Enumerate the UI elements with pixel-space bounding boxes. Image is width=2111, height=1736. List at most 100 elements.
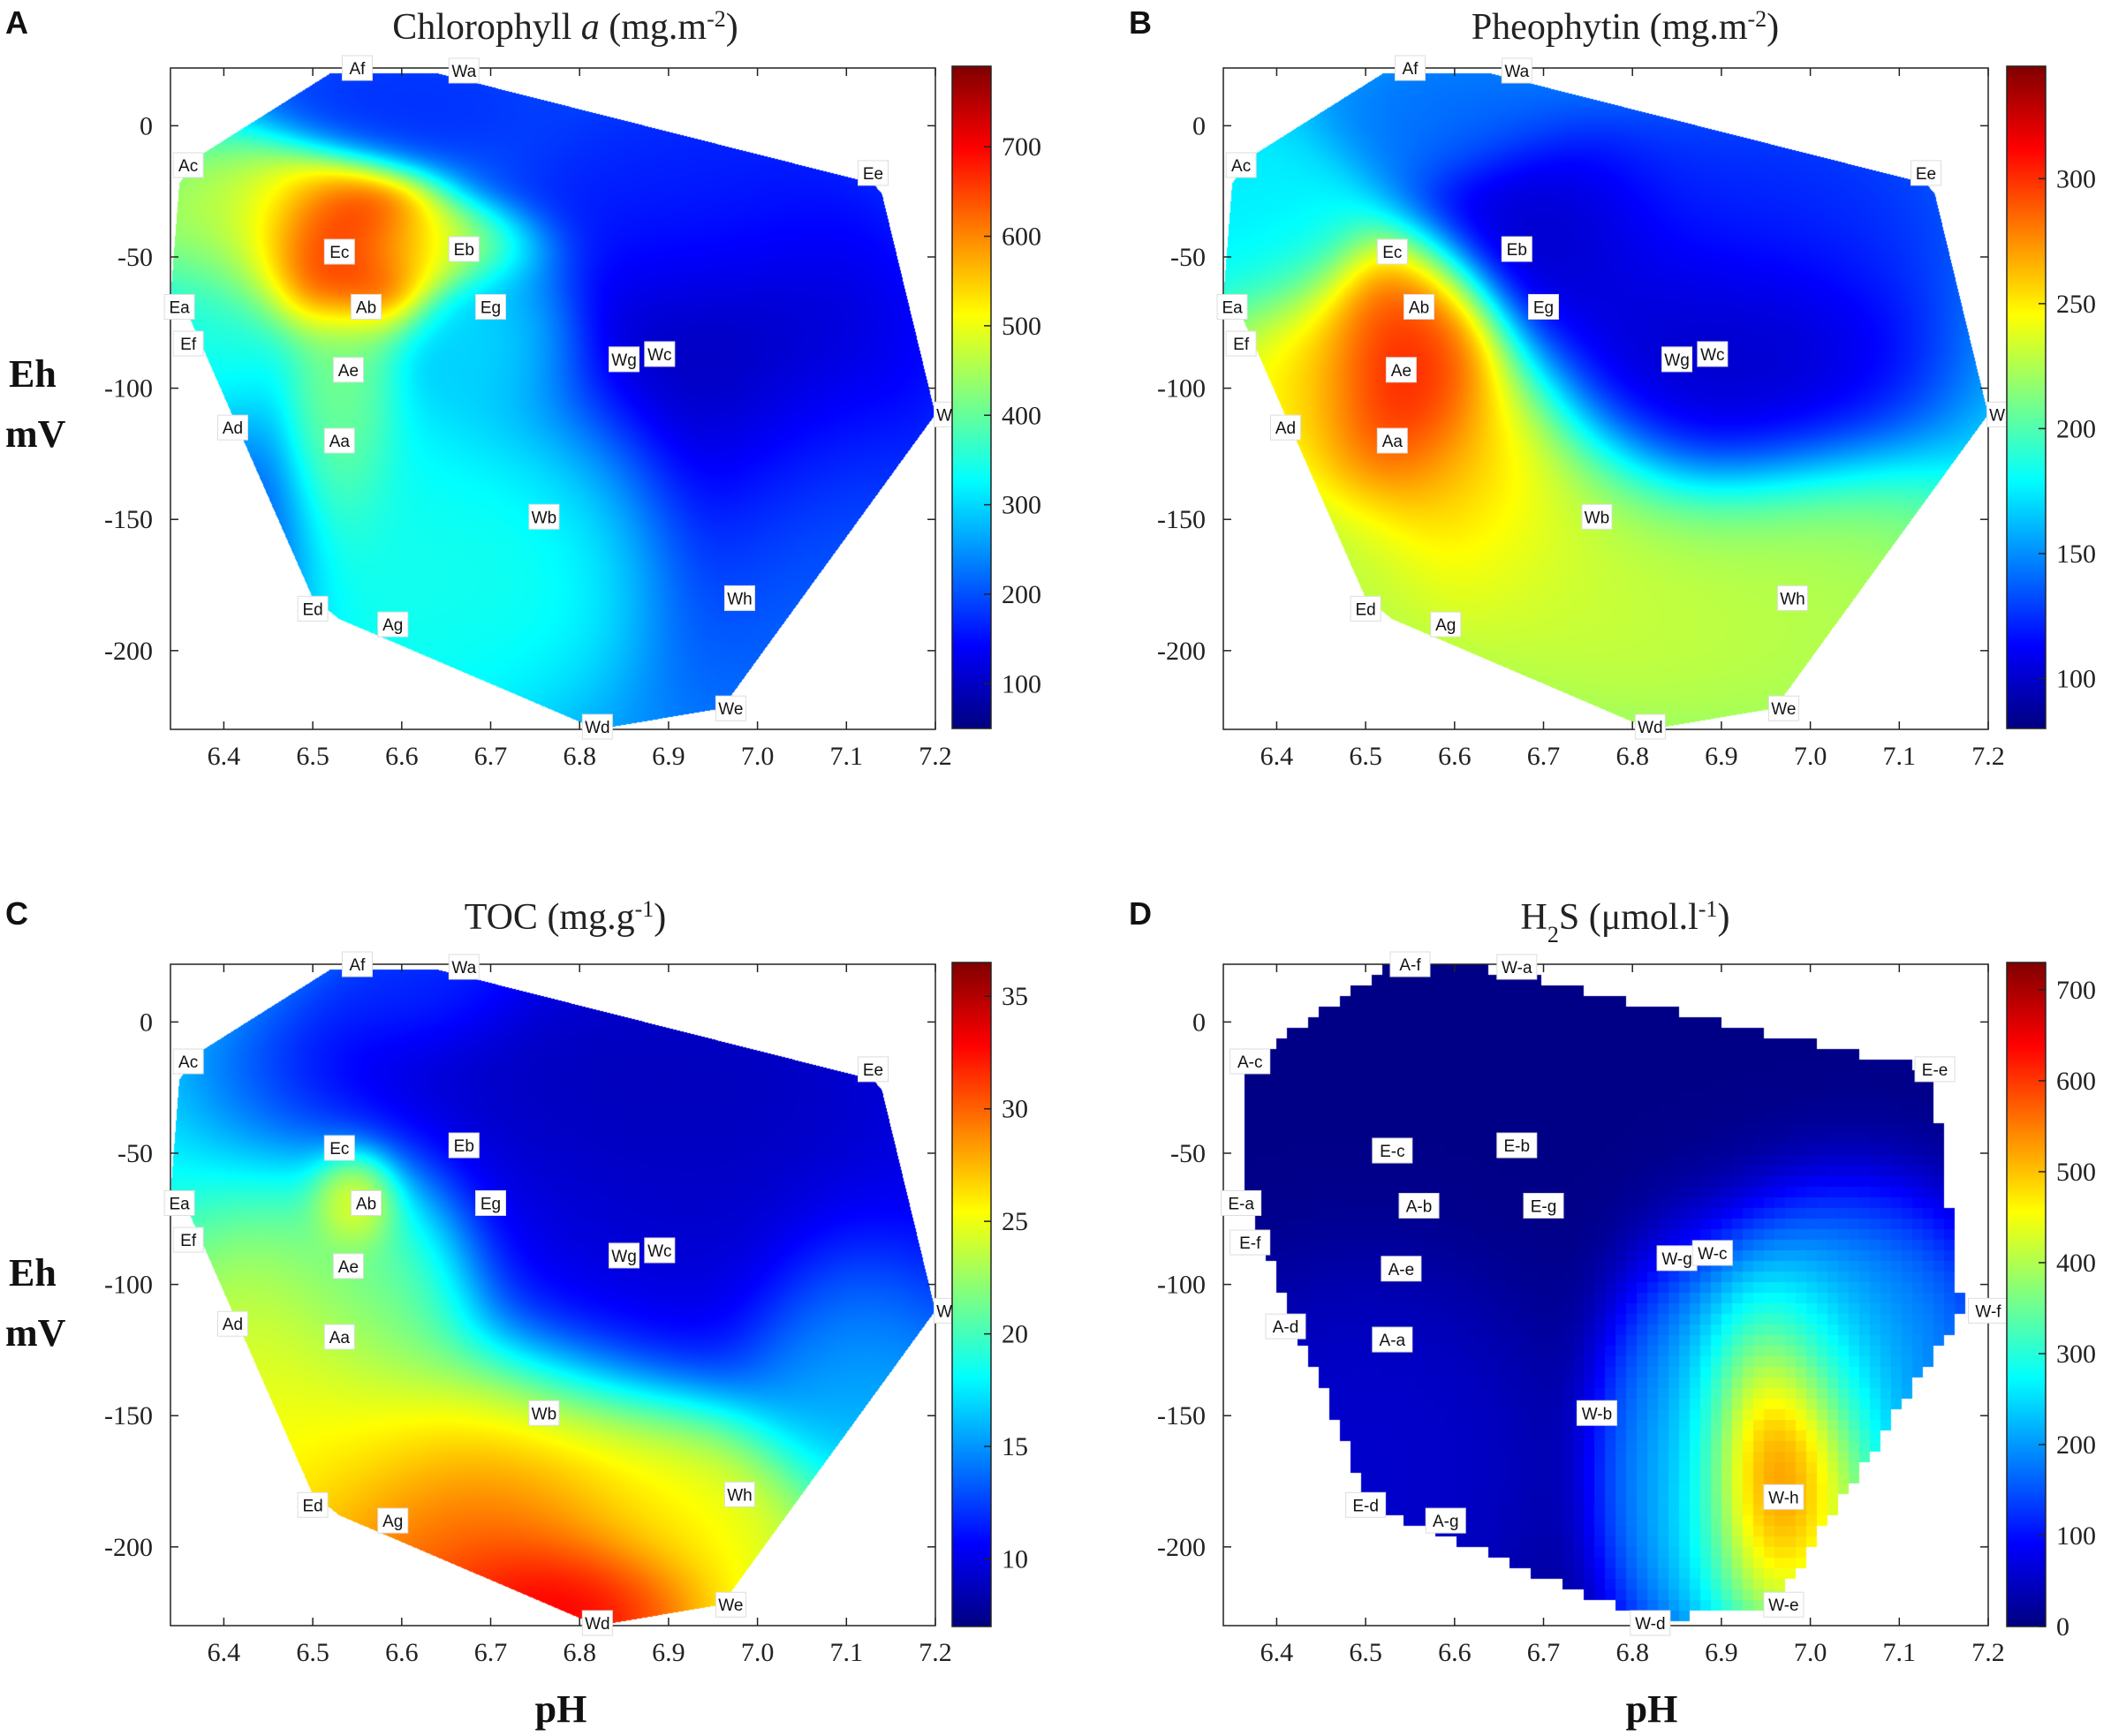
site-label-box bbox=[1425, 1507, 1466, 1534]
y-tick-label: -200 bbox=[1157, 637, 1206, 666]
site-label-Ef: Ef bbox=[172, 330, 204, 357]
site-label-E-b: E-b bbox=[1496, 1132, 1538, 1159]
site-label-text: Ag bbox=[382, 616, 403, 635]
site-label-box bbox=[1430, 611, 1462, 638]
site-label-Aa: Aa bbox=[323, 427, 355, 454]
site-label-A-b: A-b bbox=[1398, 1192, 1440, 1219]
site-label-box bbox=[1576, 1400, 1617, 1426]
site-label-text: Ab bbox=[1409, 298, 1429, 317]
colorbar-tick-label: 10 bbox=[1002, 1545, 1028, 1574]
site-label-box bbox=[1767, 695, 1799, 721]
site-label-box bbox=[1501, 236, 1532, 262]
x-tick-label: 7.1 bbox=[830, 742, 864, 771]
x-tick-label: 7.0 bbox=[1794, 1638, 1827, 1667]
site-label-Ea: Ea bbox=[163, 293, 195, 320]
site-label-Wa: Wa bbox=[448, 57, 480, 84]
site-label-text: Ef bbox=[1233, 336, 1250, 354]
site-label-text: Wh bbox=[1780, 590, 1805, 608]
site-label-text: Ag bbox=[1435, 616, 1456, 635]
site-label-text: W-b bbox=[1582, 1405, 1612, 1423]
site-label-text: Wb bbox=[532, 1405, 557, 1423]
site-label-Eg: Eg bbox=[475, 1189, 507, 1216]
x-tick-label: 6.4 bbox=[1260, 1638, 1294, 1667]
site-label-Aa: Aa bbox=[323, 1324, 355, 1350]
site-label-text: W-g bbox=[1661, 1250, 1691, 1269]
colorbar-tick-label: 700 bbox=[1002, 132, 1041, 162]
site-label-Ab: Ab bbox=[1404, 293, 1435, 320]
x-tick-label: 6.9 bbox=[652, 742, 685, 771]
site-label-Wg: Wg bbox=[1661, 346, 1693, 373]
site-label-text: W-d bbox=[1635, 1615, 1665, 1634]
site-label-E-e: E-e bbox=[1914, 1056, 1956, 1083]
x-tick-label: 7.1 bbox=[1883, 742, 1917, 771]
x-tick-label: 7.0 bbox=[741, 1638, 775, 1667]
colorbar-tick-label: 150 bbox=[2056, 540, 2096, 569]
site-label-box bbox=[1523, 1192, 1564, 1219]
site-label-box bbox=[1385, 357, 1417, 383]
site-label-text: Ef bbox=[180, 336, 197, 354]
site-label-box bbox=[332, 1253, 364, 1279]
site-label-W-e: W-e bbox=[1763, 1591, 1805, 1618]
panel-letter-a: A bbox=[5, 4, 28, 41]
site-label-box bbox=[323, 1324, 355, 1350]
colorbar-tick-label: 250 bbox=[2056, 290, 2096, 319]
site-label-Wd: Wd bbox=[581, 713, 613, 740]
site-label-box bbox=[1394, 55, 1426, 81]
site-label-text: Ac bbox=[1231, 157, 1251, 176]
colorbar-tick-label: 500 bbox=[1002, 312, 1041, 341]
site-label-W-g: W-g bbox=[1656, 1245, 1698, 1272]
site-label-box bbox=[581, 713, 613, 740]
x-tick-label: 6.5 bbox=[1349, 742, 1382, 771]
colorbar-tick-label: 100 bbox=[2056, 664, 2096, 693]
chart-title-b: Pheophytin (mg.m-2) bbox=[1472, 6, 1779, 49]
site-label-text: Ac bbox=[178, 157, 198, 176]
site-label-text: Ab bbox=[356, 1195, 376, 1213]
site-label-text: Ee bbox=[863, 1061, 883, 1080]
plot-frame-b bbox=[1222, 67, 1989, 730]
site-label-text: Ab bbox=[356, 298, 376, 317]
site-label-box bbox=[351, 1189, 382, 1216]
site-label-box bbox=[1697, 341, 1729, 367]
site-label-box bbox=[341, 55, 373, 81]
panel-b: 6.4 6.5 6.6 6.7 6.8 6.9 7.0 7.1 7.2 0 -50 -100 -150 -… bbox=[1129, 4, 2096, 771]
xlabel-ph-c: pH bbox=[535, 1687, 587, 1731]
site-label-text: Wa bbox=[451, 63, 476, 81]
x-tick-label: 7.2 bbox=[1971, 1638, 2005, 1667]
site-label-box bbox=[1376, 238, 1408, 265]
site-label-Ac: Ac bbox=[172, 1048, 204, 1075]
site-label-box bbox=[1776, 585, 1808, 611]
site-label-Ea: Ea bbox=[163, 1189, 195, 1216]
site-label-box bbox=[1501, 57, 1532, 84]
site-label-text: Wc bbox=[1700, 346, 1724, 365]
y-tick-label: -50 bbox=[1170, 1139, 1206, 1168]
site-label-box bbox=[341, 951, 373, 977]
heatmap-surface-c bbox=[170, 964, 935, 1626]
site-label-box bbox=[1528, 293, 1560, 320]
site-label-box bbox=[1389, 951, 1431, 977]
site-label-box bbox=[172, 152, 204, 178]
y-tick-label: -200 bbox=[1157, 1533, 1206, 1562]
colorbar-tick-label: 300 bbox=[2056, 164, 2096, 193]
site-label-text: E-a bbox=[1228, 1195, 1254, 1213]
site-label-box bbox=[297, 595, 329, 622]
site-label-Wb: Wb bbox=[528, 503, 560, 530]
heatmap-surface-b bbox=[1223, 68, 1988, 729]
x-tick-label: 7.2 bbox=[919, 1638, 952, 1667]
site-label-text: Wd bbox=[585, 719, 610, 737]
site-label-text: E-b bbox=[1504, 1137, 1531, 1156]
site-label-Eb: Eb bbox=[448, 1132, 480, 1159]
site-label-A-c: A-c bbox=[1230, 1048, 1271, 1075]
site-label-box bbox=[723, 585, 755, 611]
site-label-text: Ag bbox=[382, 1513, 403, 1531]
site-label-text: Ad bbox=[1275, 419, 1296, 438]
site-label-box bbox=[323, 1135, 355, 1161]
site-label-Ad: Ad bbox=[1269, 414, 1301, 441]
site-label-text: E-d bbox=[1352, 1497, 1379, 1515]
site-label-Af: Af bbox=[341, 55, 373, 81]
y-tick-label: 0 bbox=[140, 111, 153, 140]
x-tick-label: 6.5 bbox=[296, 742, 329, 771]
site-label-Wb: Wb bbox=[1581, 503, 1613, 530]
site-label-Ag: Ag bbox=[1430, 611, 1462, 638]
site-label-text: Ec bbox=[1382, 244, 1402, 262]
site-label-text: Wa bbox=[1504, 63, 1529, 81]
